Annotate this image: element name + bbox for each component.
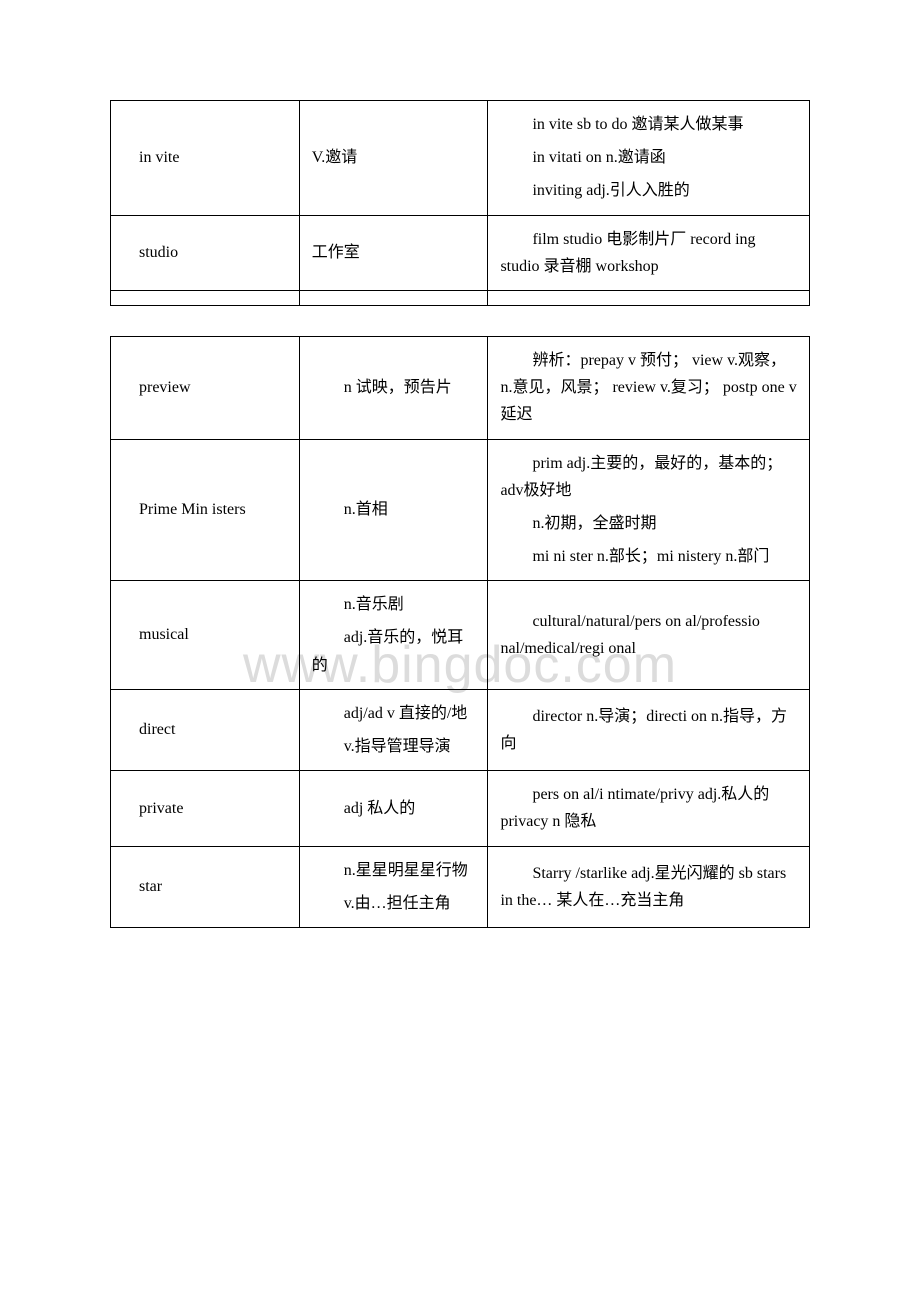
def-text: n.星星明星星行物 [312, 857, 476, 884]
table-row: studio 工作室 film studio 电影制片厂 record ing … [111, 215, 810, 290]
notes-cell: pers on al/i ntimate/privy adj.私人的 priva… [488, 771, 810, 846]
note-text: pers on al/i ntimate/privy adj.私人的 priva… [500, 781, 797, 835]
word-cell: private [111, 771, 300, 846]
table-row: in vite V.邀请 in vite sb to do 邀请某人做某事 in… [111, 101, 810, 216]
word-cell: preview [111, 336, 300, 439]
note-text: Starry /starlike adj.星光闪耀的 sb stars in t… [500, 860, 797, 914]
note-text: in vite sb to do 邀请某人做某事 [500, 111, 797, 138]
table-row: Prime Min isters n.首相 prim adj.主要的，最好的，基… [111, 439, 810, 581]
page: www.bingdoc.com in vite V.邀请 in vite sb … [0, 0, 920, 1018]
def-text: n.首相 [312, 496, 476, 523]
def-text: adj.音乐的，悦耳的 [312, 624, 476, 678]
notes-cell: director n.导演；directi on n.指导，方向 [488, 689, 810, 770]
table-row: star n.星星明星星行物 v.由…担任主角 Starry /starlike… [111, 846, 810, 927]
table-row: direct adj/ad v 直接的/地 v.指导管理导演 director … [111, 689, 810, 770]
word-cell: studio [111, 215, 300, 290]
table-row: preview n 试映，预告片 辨析：prepay v 预付； view v.… [111, 336, 810, 439]
notes-cell: film studio 电影制片厂 record ing studio 录音棚 … [488, 215, 810, 290]
notes-cell: prim adj.主要的，最好的，基本的；adv极好地 n.初期，全盛时期 mi… [488, 439, 810, 581]
notes-cell: cultural/natural/pers on al/professio na… [488, 581, 810, 690]
def-text: v.由…担任主角 [312, 890, 476, 917]
def-cell: adj/ad v 直接的/地 v.指导管理导演 [299, 689, 488, 770]
def-cell: n.音乐剧 adj.音乐的，悦耳的 [299, 581, 488, 690]
empty-cell [111, 290, 300, 305]
def-text: adj 私人的 [312, 795, 476, 822]
note-text: prim adj.主要的，最好的，基本的；adv极好地 [500, 450, 797, 504]
vocab-table-2: preview n 试映，预告片 辨析：prepay v 预付； view v.… [110, 336, 810, 928]
def-cell: n.星星明星星行物 v.由…担任主角 [299, 846, 488, 927]
note-text: film studio 电影制片厂 record ing studio 录音棚 … [500, 226, 797, 280]
word-cell: musical [111, 581, 300, 690]
empty-cell [488, 290, 810, 305]
note-text: in vitati on n.邀请函 [500, 144, 797, 171]
note-text: n.初期，全盛时期 [500, 510, 797, 537]
note-text: mi ni ster n.部长；mi nistery n.部门 [500, 543, 797, 570]
note-text: inviting adj.引人入胜的 [500, 177, 797, 204]
word-cell: star [111, 846, 300, 927]
def-cell: 工作室 [299, 215, 488, 290]
def-text: n.音乐剧 [312, 591, 476, 618]
empty-cell [299, 290, 488, 305]
table-row: musical n.音乐剧 adj.音乐的，悦耳的 cultural/natur… [111, 581, 810, 690]
table-row: private adj 私人的 pers on al/i ntimate/pri… [111, 771, 810, 846]
def-text: v.指导管理导演 [312, 733, 476, 760]
def-cell: V.邀请 [299, 101, 488, 216]
def-cell: n 试映，预告片 [299, 336, 488, 439]
notes-cell: Starry /starlike adj.星光闪耀的 sb stars in t… [488, 846, 810, 927]
def-text: adj/ad v 直接的/地 [312, 700, 476, 727]
notes-cell: in vite sb to do 邀请某人做某事 in vitati on n.… [488, 101, 810, 216]
def-text: n 试映，预告片 [312, 374, 476, 401]
def-cell: n.首相 [299, 439, 488, 581]
note-text: cultural/natural/pers on al/professio na… [500, 608, 797, 662]
word-cell: Prime Min isters [111, 439, 300, 581]
empty-row [111, 290, 810, 305]
vocab-table-1: in vite V.邀请 in vite sb to do 邀请某人做某事 in… [110, 100, 810, 306]
note-text: director n.导演；directi on n.指导，方向 [500, 703, 797, 757]
note-text: 辨析：prepay v 预付； view v.观察，n.意见，风景； revie… [500, 347, 797, 429]
word-cell: in vite [111, 101, 300, 216]
notes-cell: 辨析：prepay v 预付； view v.观察，n.意见，风景； revie… [488, 336, 810, 439]
def-cell: adj 私人的 [299, 771, 488, 846]
word-cell: direct [111, 689, 300, 770]
